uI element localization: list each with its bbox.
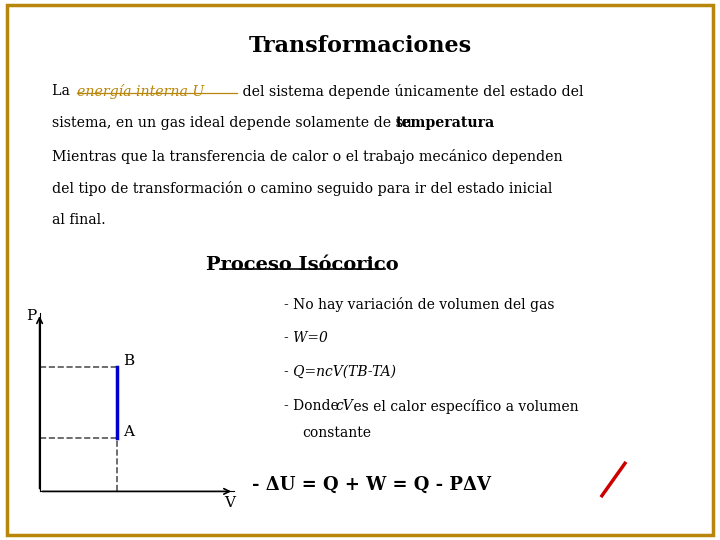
Text: - W=0: - W=0 <box>284 331 328 345</box>
Text: - Donde: - Donde <box>284 399 343 413</box>
Text: cV: cV <box>336 399 354 413</box>
Text: La: La <box>52 84 74 98</box>
Text: A: A <box>123 425 134 439</box>
Text: .: . <box>469 116 473 130</box>
Text: energía interna U: energía interna U <box>77 84 204 99</box>
Text: sistema, en un gas ideal depende solamente de su: sistema, en un gas ideal depende solamen… <box>52 116 416 130</box>
Text: Mientras que la transferencia de calor o el trabajo mecánico dependen: Mientras que la transferencia de calor o… <box>52 148 562 164</box>
Text: P: P <box>26 309 36 323</box>
Text: - Q=ncV(TB-TA): - Q=ncV(TB-TA) <box>284 365 397 379</box>
Text: es el calor específico a volumen: es el calor específico a volumen <box>349 399 579 414</box>
Text: B: B <box>123 354 135 368</box>
Text: - No hay variación de volumen del gas: - No hay variación de volumen del gas <box>284 297 555 312</box>
Text: constante: constante <box>302 426 372 440</box>
Text: del tipo de transformación o camino seguido para ir del estado inicial: del tipo de transformación o camino segu… <box>52 181 552 196</box>
Text: - ΔU = Q + W = Q - PΔV: - ΔU = Q + W = Q - PΔV <box>252 476 491 494</box>
Text: al final.: al final. <box>52 213 106 227</box>
Text: temperatura: temperatura <box>395 116 495 130</box>
Text: Proceso Isócorico: Proceso Isócorico <box>206 256 399 274</box>
Text: Transformaciones: Transformaciones <box>248 35 472 57</box>
Text: del sistema depende únicamente del estado del: del sistema depende únicamente del estad… <box>238 84 583 99</box>
Text: V: V <box>225 496 235 510</box>
